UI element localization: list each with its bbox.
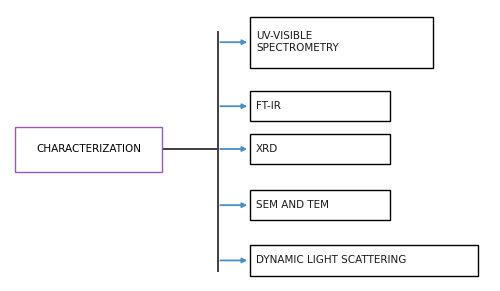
FancyBboxPatch shape [250,134,390,164]
Text: XRD: XRD [256,144,278,154]
Text: FT-IR: FT-IR [256,101,281,111]
FancyBboxPatch shape [250,17,432,68]
Text: SEM AND TEM: SEM AND TEM [256,200,329,210]
FancyBboxPatch shape [250,91,390,122]
Text: DYNAMIC LIGHT SCATTERING: DYNAMIC LIGHT SCATTERING [256,255,406,265]
FancyBboxPatch shape [15,127,163,172]
Text: CHARACTERIZATION: CHARACTERIZATION [36,144,142,154]
FancyBboxPatch shape [250,190,390,221]
Text: UV-VISIBLE
SPECTROMETRY: UV-VISIBLE SPECTROMETRY [256,31,339,53]
FancyBboxPatch shape [250,245,478,276]
